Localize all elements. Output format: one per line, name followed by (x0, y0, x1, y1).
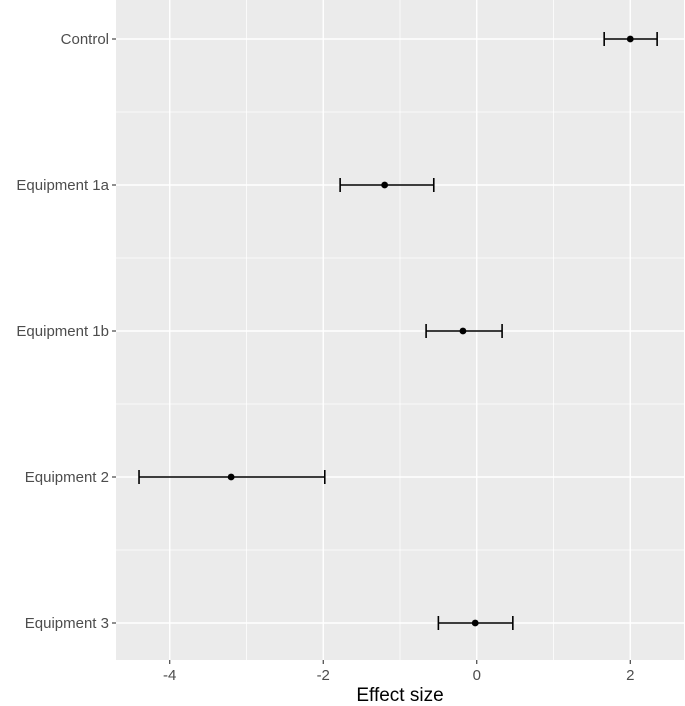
grid-lines (116, 0, 684, 660)
x-tick-label: 2 (626, 667, 634, 684)
error-bars (138, 32, 658, 630)
y-tick-label: Equipment 2 (25, 469, 109, 486)
y-axis: Control Equipment 1a Equipment 1b Equipment… (16, 31, 116, 632)
error-bar (425, 324, 503, 338)
estimate-point (227, 473, 235, 481)
error-bar (603, 32, 658, 46)
estimate-point (626, 35, 634, 43)
error-bar (138, 470, 326, 484)
y-tick-label: Equipment 3 (25, 615, 109, 632)
x-axis-title: Effect size (356, 685, 443, 706)
y-tick-label: Control (61, 31, 109, 48)
y-tick-label: Equipment 1b (16, 323, 109, 340)
error-bar (339, 178, 435, 192)
x-axis: -4 -2 0 2 (163, 660, 634, 684)
estimate-point (381, 181, 389, 189)
x-tick-label: 0 (473, 667, 481, 684)
x-tick-label: -4 (163, 667, 176, 684)
estimate-point (471, 619, 479, 627)
error-bar (437, 616, 514, 630)
estimate-point (459, 327, 467, 335)
x-tick-label: -2 (317, 667, 330, 684)
y-tick-label: Equipment 1a (16, 177, 109, 194)
